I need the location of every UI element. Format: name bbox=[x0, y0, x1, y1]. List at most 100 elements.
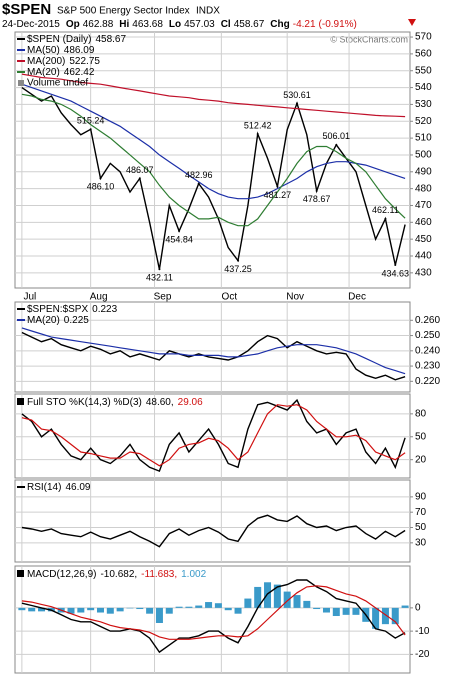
legend-extra: Volume undef bbox=[27, 78, 88, 89]
histogram-bar bbox=[28, 607, 36, 612]
y-tick-label: 490 bbox=[415, 166, 432, 177]
y-tick-label: 70 bbox=[415, 507, 427, 518]
histogram-bar bbox=[185, 606, 193, 608]
histogram-bar bbox=[195, 605, 203, 608]
series-line bbox=[21, 398, 406, 473]
legend-value: -11.683, bbox=[141, 569, 177, 580]
x-tick-label: Aug bbox=[90, 292, 108, 303]
panel-frame bbox=[14, 31, 411, 289]
date: 24-Dec-2015 bbox=[2, 19, 60, 30]
legend-swatch bbox=[18, 80, 24, 86]
legend: $SPEN (Daily) 458.67 bbox=[27, 34, 126, 45]
legend-title: Full STO %K(14,3) %D(3) bbox=[27, 397, 142, 408]
annotation-point bbox=[384, 217, 387, 220]
y-tick-label: 0.220 bbox=[415, 376, 440, 387]
legend-value: 29.06 bbox=[178, 397, 203, 408]
annotation-point bbox=[335, 143, 338, 146]
histogram-bar bbox=[234, 607, 242, 614]
histogram-bar bbox=[283, 591, 291, 608]
x-tick-label: Dec bbox=[348, 292, 366, 303]
quote-value: 462.88 bbox=[83, 19, 114, 30]
histogram-bar bbox=[391, 607, 399, 625]
legend-value: 522.75 bbox=[69, 56, 100, 67]
legend-swatch bbox=[17, 398, 24, 405]
y-tick-label: 0.250 bbox=[415, 330, 440, 341]
annotation: 434.63 bbox=[381, 268, 409, 278]
y-tick-label: 520 bbox=[415, 116, 432, 127]
histogram-bar bbox=[126, 607, 134, 609]
y-tick-label: 570 bbox=[415, 32, 432, 43]
quote-label: Cl bbox=[221, 19, 231, 30]
x-tick-label: Jul bbox=[23, 292, 36, 303]
annotation-point bbox=[276, 185, 279, 188]
series-line bbox=[21, 585, 406, 640]
series-line bbox=[21, 93, 406, 227]
y-tick-label: 30 bbox=[415, 537, 427, 548]
y-tick-label: 90 bbox=[415, 492, 427, 503]
y-tick-label: -10 bbox=[415, 626, 430, 637]
annotation: 462.11 bbox=[372, 205, 399, 215]
legend-name: MA(20) bbox=[27, 67, 60, 78]
histogram-bar bbox=[87, 607, 95, 611]
histogram-bar bbox=[18, 607, 26, 611]
histogram-bar bbox=[77, 607, 85, 613]
histogram-bar bbox=[224, 607, 232, 611]
legend-title: MACD(12,26,9) bbox=[27, 569, 96, 580]
histogram-bar bbox=[381, 607, 389, 625]
y-tick-label: 510 bbox=[415, 133, 432, 144]
legend-value: 46.09 bbox=[65, 482, 90, 493]
quote-value: 458.67 bbox=[234, 19, 265, 30]
legend: MA(20) 0.225 bbox=[27, 315, 89, 326]
legend: Full STO %K(14,3) %D(3) 48.60, 29.06 bbox=[27, 397, 203, 408]
legend-name: RSI(14) bbox=[27, 482, 61, 493]
series-line bbox=[21, 87, 406, 270]
annotation: 437.25 bbox=[224, 264, 252, 274]
quote-value: 457.03 bbox=[184, 19, 215, 30]
x-tick-label: Oct bbox=[222, 292, 238, 303]
y-tick-label: -20 bbox=[415, 649, 430, 660]
series-line bbox=[21, 514, 406, 548]
histogram-bar bbox=[401, 605, 409, 608]
y-tick-label: 500 bbox=[415, 150, 432, 161]
histogram-bar bbox=[322, 607, 330, 613]
annotation: 506.01 bbox=[323, 131, 351, 141]
y-tick-label: 460 bbox=[415, 217, 432, 228]
y-tick-label: 50 bbox=[415, 522, 427, 533]
annotation-point bbox=[89, 128, 92, 131]
legend-name: $SPEN (Daily) bbox=[27, 34, 91, 45]
y-tick-label: 550 bbox=[415, 65, 432, 76]
histogram-bar bbox=[146, 607, 154, 614]
histogram-bar bbox=[244, 598, 252, 608]
y-tick-label: 540 bbox=[415, 82, 432, 93]
histogram-bar bbox=[136, 607, 144, 610]
legend-value: 0.225 bbox=[64, 315, 89, 326]
series-line bbox=[21, 331, 406, 381]
legend-value: 458.67 bbox=[95, 34, 126, 45]
legend-swatch bbox=[17, 570, 24, 577]
legend-value: 1.002 bbox=[181, 569, 206, 580]
quote-label: Lo bbox=[169, 19, 181, 30]
y-tick-label: 560 bbox=[415, 49, 432, 60]
annotation: 482.96 bbox=[185, 170, 213, 180]
x-tick-label: Nov bbox=[286, 292, 304, 303]
histogram-bar bbox=[96, 607, 104, 613]
legend: MA(200) 522.75 bbox=[27, 56, 100, 67]
annotation-point bbox=[197, 182, 200, 185]
y-tick-label: 480 bbox=[415, 183, 432, 194]
credit: © StockCharts.com bbox=[330, 34, 408, 44]
y-tick-label: 470 bbox=[415, 200, 432, 211]
legend: MACD(12,26,9) -10.682, -11.683, 1.002 bbox=[27, 569, 207, 580]
x-tick-label: Sep bbox=[154, 292, 172, 303]
quote-label: Chg bbox=[270, 19, 289, 30]
annotation: 530.61 bbox=[283, 90, 311, 100]
series-line bbox=[21, 327, 406, 375]
series-line bbox=[21, 404, 406, 467]
histogram-bar bbox=[342, 607, 350, 615]
panel-frame bbox=[14, 565, 411, 674]
legend-value: 486.09 bbox=[64, 45, 95, 56]
legend-name: MA(200) bbox=[27, 56, 65, 67]
legend: RSI(14) 46.09 bbox=[27, 482, 91, 493]
y-tick-label: 0 bbox=[415, 603, 421, 614]
panel-frame bbox=[14, 393, 411, 479]
y-tick-label: 80 bbox=[415, 408, 427, 419]
